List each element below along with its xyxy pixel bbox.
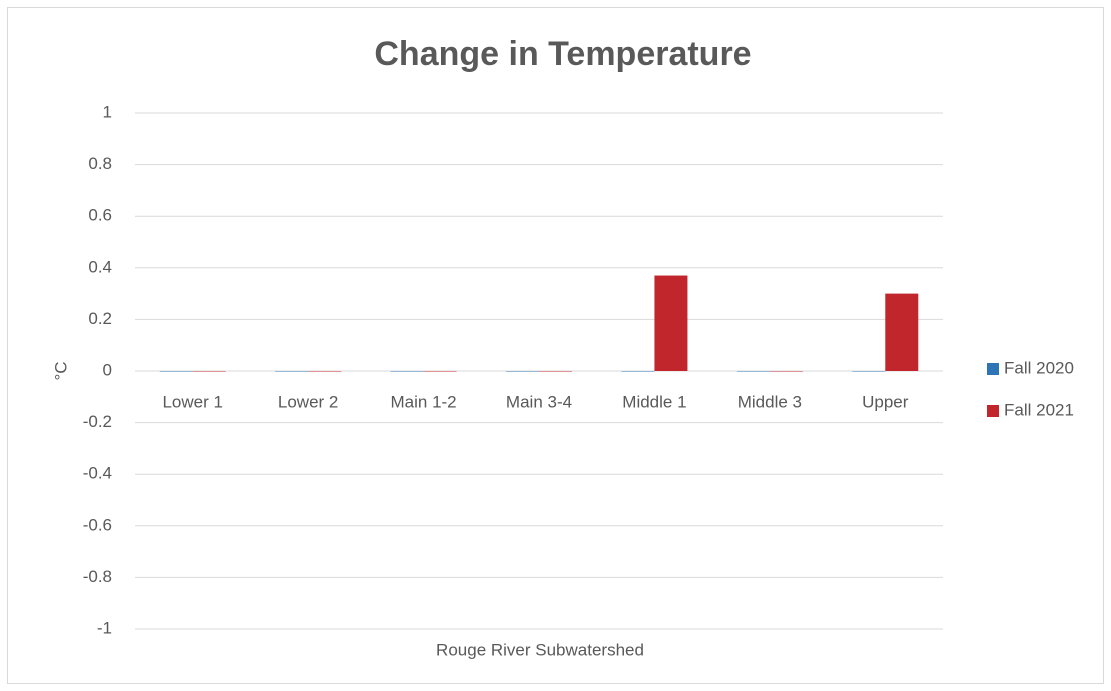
x-tick-label: Upper	[862, 392, 909, 411]
bar	[769, 371, 803, 372]
x-tick-label: Main 1-2	[391, 392, 457, 411]
y-axis-title: °C	[51, 361, 70, 380]
y-tick-label: 0.6	[88, 206, 112, 225]
y-tick-label: 0.4	[88, 257, 112, 276]
x-tick-label: Middle 1	[622, 392, 686, 411]
bar	[308, 371, 342, 372]
bar	[275, 371, 309, 372]
legend-label: Fall 2021	[1004, 400, 1074, 419]
y-tick-label: -0.6	[83, 515, 112, 534]
y-tick-label: 0.8	[88, 154, 112, 173]
legend-label: Fall 2020	[1004, 358, 1074, 377]
legend-swatch	[987, 405, 999, 417]
bar	[539, 371, 572, 372]
bar	[159, 371, 193, 372]
x-tick-label: Lower 2	[278, 392, 338, 411]
bar	[852, 371, 886, 372]
y-tick-label: 0	[103, 360, 112, 379]
y-tick-label: 0.2	[88, 309, 112, 328]
bar	[506, 371, 539, 372]
bar	[621, 371, 655, 372]
bar	[192, 371, 226, 372]
bar	[736, 371, 770, 372]
y-tick-label: 1	[103, 102, 112, 121]
legend-swatch	[987, 363, 999, 375]
chart-border	[7, 7, 1104, 684]
chart-title: Change in Temperature	[374, 35, 751, 73]
x-tick-label: Main 3-4	[506, 392, 572, 411]
bar	[423, 371, 457, 372]
y-tick-label: -1	[97, 618, 112, 637]
bar	[654, 275, 688, 371]
x-tick-label: Lower 1	[162, 392, 222, 411]
y-tick-label: -0.4	[83, 464, 112, 483]
bar	[390, 371, 424, 372]
x-tick-label: Middle 3	[738, 392, 802, 411]
y-tick-label: -0.8	[83, 567, 112, 586]
bar	[885, 293, 919, 371]
y-tick-label: -0.2	[83, 412, 112, 431]
x-axis-title: Rouge River Subwatershed	[436, 640, 644, 659]
